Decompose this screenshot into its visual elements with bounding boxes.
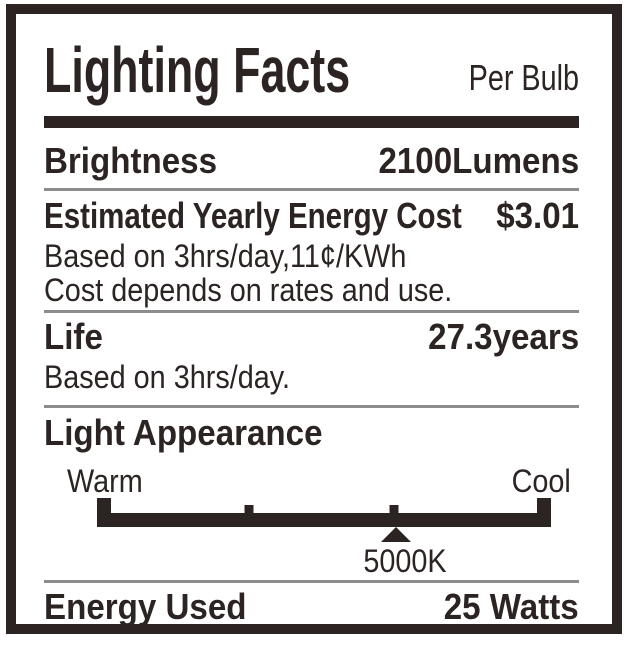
section-divider	[44, 405, 579, 408]
kelvin-marker-triangle-icon	[381, 527, 412, 542]
energy-used-label: Energy Used	[44, 586, 247, 627]
light-appearance-heading-row: Light Appearance	[44, 412, 579, 454]
scale-bar	[97, 513, 551, 527]
label-content: Lighting Facts Per Bulb Brightness 2100L…	[44, 14, 579, 627]
header-row: Lighting Facts Per Bulb	[44, 38, 579, 102]
light-appearance-label: Light Appearance	[44, 412, 323, 453]
light-appearance-scale: 5000K	[97, 498, 551, 580]
title-rule	[44, 116, 579, 128]
warm-label: Warm	[67, 463, 143, 499]
life-row: Life 27.3years	[44, 316, 579, 358]
label-title: Lighting Facts	[44, 34, 351, 106]
brightness-row: Brightness 2100Lumens	[44, 140, 579, 182]
energy-used-row: Energy Used 25 Watts	[44, 586, 579, 628]
section-divider	[44, 580, 579, 583]
lighting-facts-label: Lighting Facts Per Bulb Brightness 2100L…	[6, 4, 622, 634]
energy-cost-row: Estimated Yearly Energy Cost $3.01	[44, 195, 579, 237]
brightness-value: 2100Lumens	[378, 140, 579, 181]
scale-tick	[389, 505, 399, 513]
life-value: 27.3years	[427, 316, 579, 357]
energy-used-value: 25 Watts	[444, 586, 579, 627]
section-divider	[44, 310, 579, 313]
energy-cost-label: Estimated Yearly Energy Cost	[44, 195, 462, 236]
warm-cool-row: Warm Cool	[44, 464, 579, 498]
life-label: Life	[44, 316, 103, 357]
energy-cost-value: $3.01	[496, 195, 579, 236]
scale-right-endcap	[537, 498, 551, 527]
cool-label: Cool	[511, 463, 571, 499]
kelvin-marker-value: 5000K	[363, 543, 447, 579]
energy-cost-note-2: Cost depends on rates and use.	[44, 272, 453, 308]
scale-tick	[244, 505, 254, 513]
per-bulb-qualifier: Per Bulb	[468, 57, 579, 98]
life-note: Based on 3hrs/day.	[44, 359, 291, 395]
brightness-label: Brightness	[44, 140, 218, 181]
section-divider	[44, 188, 579, 191]
energy-cost-note-1: Based on 3hrs/day,11¢/KWh	[44, 238, 407, 274]
